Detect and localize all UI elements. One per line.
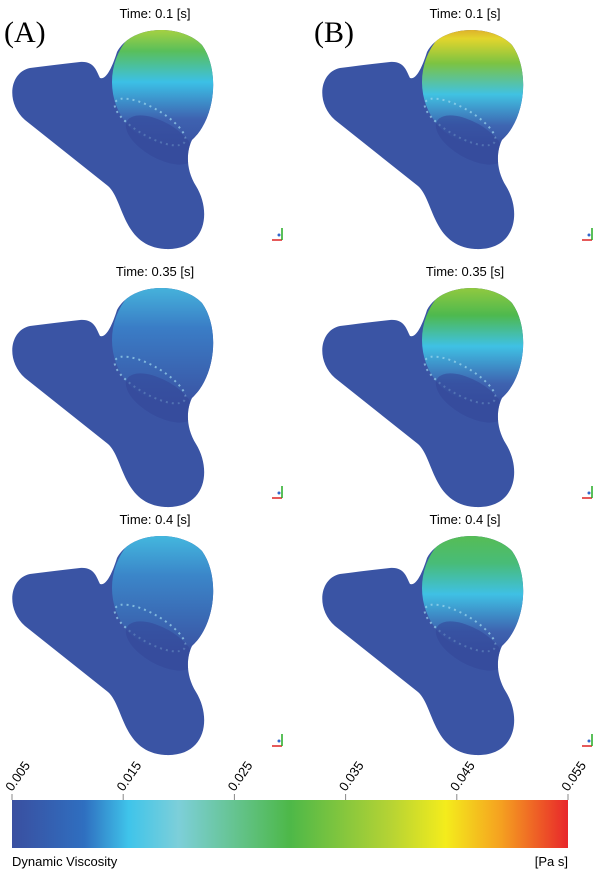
time-label: Time: 0.35 [s] [116,264,194,279]
colorbar-tick-label: 0.035 [336,758,367,793]
colorbar [12,800,568,848]
contour-plot [322,20,592,249]
axis-triad [582,228,592,240]
colorbar-units: [Pa s] [535,854,568,869]
triad-z [278,740,281,743]
triad-z [278,492,281,495]
colorbar-tick-label: 0.025 [225,758,256,793]
time-label: Time: 0.1 [s] [119,6,190,21]
colorbar-tick-label: 0.045 [447,758,478,793]
colorbar-tick-label: 0.005 [2,758,33,793]
colorbar-title: Dynamic Viscosity [12,854,118,869]
axis-triad [582,486,592,498]
time-label: Time: 0.4 [s] [119,512,190,527]
time-label: Time: 0.4 [s] [429,512,500,527]
triad-z [588,492,591,495]
axis-triad [272,486,282,498]
panel-label: (B) [314,16,354,49]
contour-plot [12,526,282,755]
panels: (A) Time: 0.1 [s] Time: 0.35 [s] Time: 0.4 … [4,6,592,755]
axis-triad [582,734,592,746]
triad-z [278,234,281,237]
time-label: Time: 0.1 [s] [429,6,500,21]
time-label: Time: 0.35 [s] [426,264,504,279]
colorbar-tick-label: 0.015 [113,758,144,793]
figure: (A) Time: 0.1 [s] Time: 0.35 [s] Time: 0.4 … [0,0,598,876]
contour-plot [12,278,282,507]
contour-plot [12,20,282,249]
triad-z [588,740,591,743]
contour-plot [322,526,592,755]
colorbar-tick-label: 0.055 [558,758,589,793]
axis-triad [272,228,282,240]
axis-triad [272,734,282,746]
contour-plot [322,278,592,507]
panel-label: (A) [4,16,46,49]
triad-z [588,234,591,237]
